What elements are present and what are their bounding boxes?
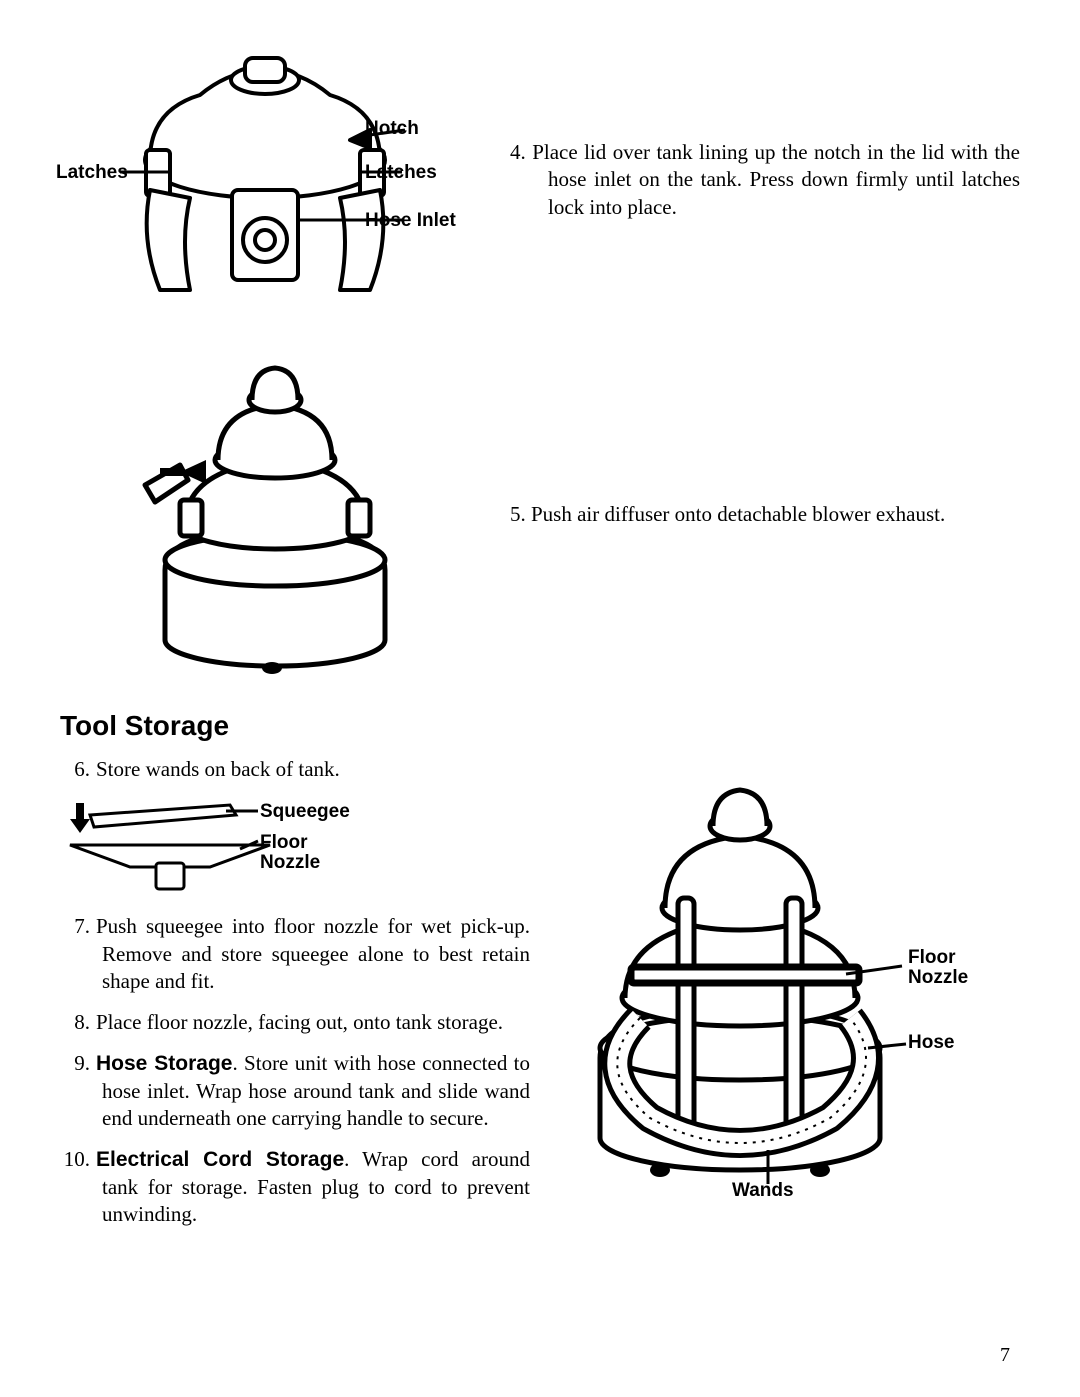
label-squeegee: Squeegee: [260, 801, 350, 823]
step-4-body: Place lid over tank lining up the notch …: [532, 140, 1020, 219]
row-step-5: 5. Push air diffuser onto detachable blo…: [60, 350, 1020, 680]
label-floor-nozzle-small: Floor Nozzle: [260, 833, 320, 873]
step-5-body: Push air diffuser onto detachable blower…: [531, 502, 945, 526]
label-latches-right: Latches: [365, 162, 437, 184]
step-10: 10.Electrical Cord Storage. Wrap cord ar…: [60, 1146, 530, 1228]
label-floor-nozzle-big: Floor Nozzle: [908, 948, 968, 988]
label-hose-inlet: Hose Inlet: [365, 210, 456, 232]
heading-tool-storage: Tool Storage: [60, 710, 1020, 742]
step-7: 7.Push squeegee into floor nozzle for we…: [60, 913, 530, 995]
label-notch: Notch: [365, 118, 419, 140]
figure-lid-tank: Latches Notch Latches Hose Inlet: [60, 40, 470, 320]
step-6: 6.Store wands on back of tank.: [60, 756, 530, 783]
step-5-text: 5. Push air diffuser onto detachable blo…: [470, 501, 1020, 528]
step-8: 8.Place floor nozzle, facing out, onto t…: [60, 1009, 530, 1036]
step-9: 9.Hose Storage. Store unit with hose con…: [60, 1050, 530, 1132]
label-wands: Wands: [732, 1180, 794, 1202]
label-hose: Hose: [908, 1032, 954, 1054]
step-4-text: 4. Place lid over tank lining up the not…: [470, 139, 1020, 221]
tool-storage-steps: 6.Store wands on back of tank. Squeege: [60, 748, 530, 1242]
step-4-num: 4.: [510, 140, 526, 164]
row-step-4: Latches Notch Latches Hose Inlet 4. Plac…: [60, 40, 1020, 320]
storage-svg: [550, 748, 970, 1188]
step-5-num: 5.: [510, 502, 526, 526]
air-diffuser-svg: [110, 350, 420, 680]
figure-squeegee: Squeegee Floor Nozzle: [60, 797, 530, 897]
page-number: 7: [1000, 1344, 1010, 1367]
label-latches-left: Latches: [56, 162, 128, 184]
lower-columns: 6.Store wands on back of tank. Squeege: [60, 748, 1020, 1242]
squeegee-svg: [60, 797, 290, 897]
figure-air-diffuser: [60, 350, 470, 680]
figure-storage-assembly: Floor Nozzle Hose Wands: [530, 748, 1020, 1242]
